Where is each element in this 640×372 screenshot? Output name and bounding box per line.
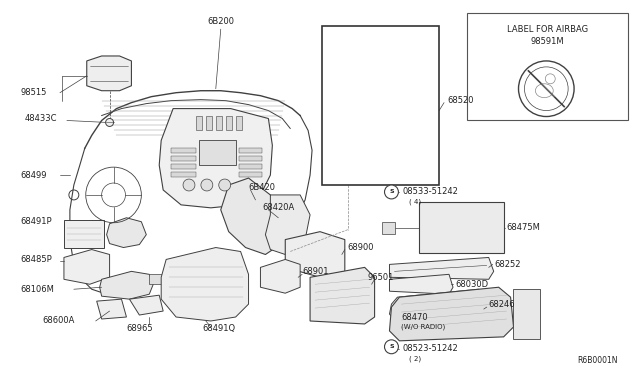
Polygon shape [239,172,262,177]
Polygon shape [387,132,399,148]
Polygon shape [221,178,285,254]
Bar [467,13,628,121]
Polygon shape [97,299,127,319]
Text: 68900: 68900 [348,243,374,252]
Polygon shape [390,287,513,341]
Polygon shape [310,267,374,324]
Text: 68499: 68499 [20,171,47,180]
Text: 68965: 68965 [126,324,153,333]
Polygon shape [362,150,378,165]
Polygon shape [149,274,166,284]
Text: R6B0001N: R6B0001N [577,356,618,365]
Bar [419,202,504,253]
Text: 68475M: 68475M [507,223,540,232]
Circle shape [201,179,213,191]
Polygon shape [340,51,414,125]
Polygon shape [64,250,109,284]
Polygon shape [236,116,241,131]
Polygon shape [171,172,196,177]
Circle shape [385,340,399,354]
Circle shape [385,185,399,199]
Text: S: S [389,344,394,349]
Polygon shape [352,132,364,148]
Polygon shape [260,259,300,293]
Polygon shape [239,156,262,161]
Polygon shape [325,34,424,165]
Circle shape [545,74,556,84]
Text: 48433C: 48433C [24,114,57,123]
Circle shape [106,119,113,126]
Polygon shape [196,116,202,131]
Text: 68600A: 68600A [42,317,74,326]
Text: 08533-51242: 08533-51242 [403,187,458,196]
Text: 98515: 98515 [20,88,47,97]
Circle shape [518,61,574,116]
Polygon shape [171,156,196,161]
Polygon shape [161,247,248,321]
Polygon shape [171,164,196,169]
Bar [322,26,439,185]
Polygon shape [199,140,236,165]
Text: 6B200: 6B200 [207,17,234,26]
Text: 68030D: 68030D [455,280,488,289]
Text: ( 2): ( 2) [410,356,422,362]
Text: 68470: 68470 [401,312,428,321]
Text: 96501: 96501 [367,273,394,282]
Text: ( 4): ( 4) [410,199,422,205]
Polygon shape [206,116,212,131]
Polygon shape [159,109,273,208]
Polygon shape [87,56,131,91]
Text: 6B420: 6B420 [248,183,276,192]
Text: 68901: 68901 [302,267,328,276]
Bar [381,222,396,234]
Text: 08523-51242: 08523-51242 [403,344,458,353]
Polygon shape [285,232,345,277]
Ellipse shape [536,84,553,98]
Polygon shape [239,164,262,169]
Polygon shape [216,116,221,131]
Circle shape [219,179,230,191]
Circle shape [183,179,195,191]
Polygon shape [171,148,196,153]
Polygon shape [390,257,493,279]
Text: S: S [389,189,394,195]
Text: 68491Q: 68491Q [202,324,236,333]
Polygon shape [340,150,356,165]
Bar [513,289,540,339]
Polygon shape [129,295,163,315]
Polygon shape [100,271,153,299]
Text: 98591M: 98591M [531,36,564,46]
Polygon shape [107,218,147,247]
Text: 68491P: 68491P [20,217,52,226]
Polygon shape [226,116,232,131]
Polygon shape [266,195,310,254]
Polygon shape [390,289,487,324]
Polygon shape [239,148,262,153]
Text: 68106M: 68106M [20,285,54,294]
Text: 68246: 68246 [489,299,515,309]
Text: LABEL FOR AIRBAG: LABEL FOR AIRBAG [507,25,588,34]
Text: 68520: 68520 [447,96,474,105]
Polygon shape [370,132,381,148]
Text: 68485P: 68485P [20,255,52,264]
Polygon shape [390,274,453,294]
Text: 68252: 68252 [495,260,521,269]
Text: (W/O RADIO): (W/O RADIO) [401,324,445,330]
Text: 68420A: 68420A [262,203,294,212]
Polygon shape [64,220,104,247]
